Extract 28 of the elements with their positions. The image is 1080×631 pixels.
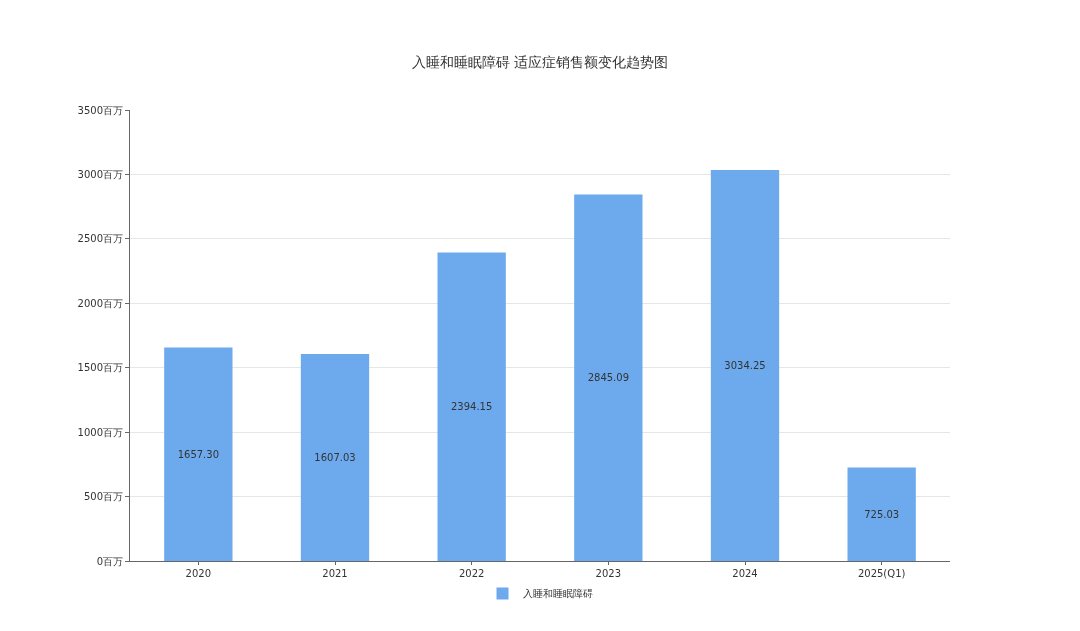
y-tick-label: 1000百万 bbox=[77, 426, 123, 438]
y-tick-label: 500百万 bbox=[83, 491, 123, 503]
data-label: 2394.15 bbox=[450, 401, 493, 413]
x-tick-label: 2020 bbox=[185, 568, 212, 579]
x-tick-label: 2021 bbox=[322, 568, 348, 579]
bar bbox=[437, 252, 506, 561]
y-tick-label: 3000百万 bbox=[77, 168, 123, 180]
data-label: 3034.25 bbox=[724, 360, 766, 372]
data-label: 1607.03 bbox=[314, 451, 356, 463]
y-tick-label: 3500百万 bbox=[77, 104, 123, 116]
bar bbox=[847, 467, 916, 561]
y-tick-label: 1500百万 bbox=[77, 362, 123, 374]
x-tick-label: 2024 bbox=[732, 568, 758, 579]
bar bbox=[164, 347, 233, 561]
data-label: 1657.30 bbox=[177, 448, 220, 460]
data-label: 725.03 bbox=[864, 508, 900, 520]
bar bbox=[300, 353, 370, 561]
x-tick-label: 2025(Q1) bbox=[857, 568, 906, 579]
y-tick-label: 0百万 bbox=[96, 555, 123, 567]
data-label: 2845.09 bbox=[587, 372, 630, 384]
chart-title: 入睡和睡眠障碍 适应症销售额变化趋势图 bbox=[411, 53, 669, 70]
x-tick-label: 2023 bbox=[595, 568, 622, 579]
x-tick-label: 2022 bbox=[458, 568, 485, 579]
legend-label: 入睡和睡眠障碍 bbox=[522, 588, 593, 600]
bar bbox=[710, 170, 780, 561]
y-tick-label: 2500百万 bbox=[77, 233, 123, 245]
y-tick-label: 2000百万 bbox=[77, 297, 123, 309]
bar bbox=[574, 194, 643, 561]
